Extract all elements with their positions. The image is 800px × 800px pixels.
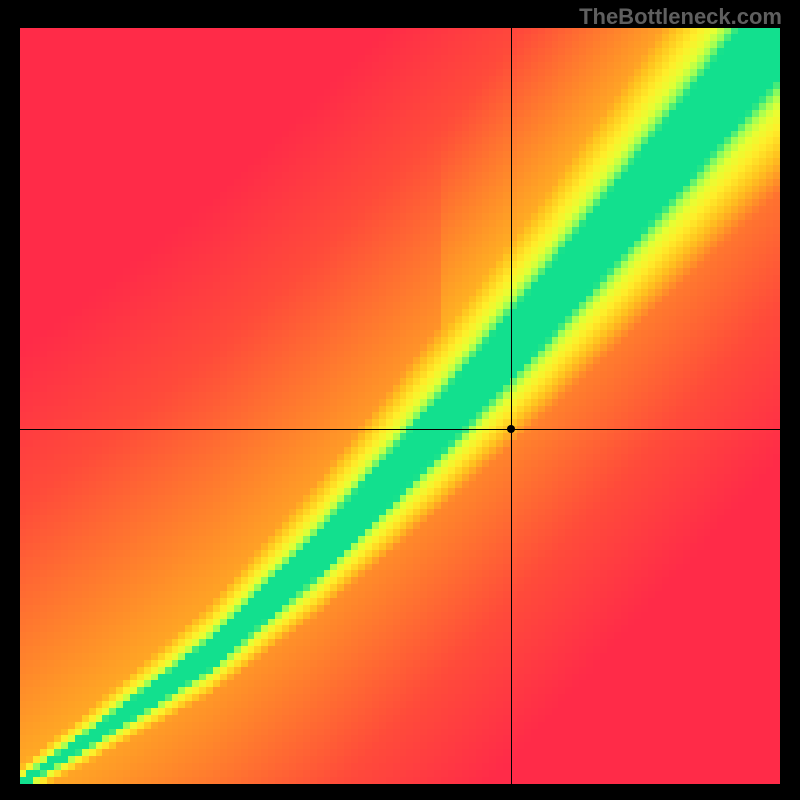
watermark-text: TheBottleneck.com xyxy=(579,4,782,30)
crosshair-marker xyxy=(507,425,515,433)
crosshair-horizontal xyxy=(20,429,780,430)
crosshair-vertical xyxy=(511,28,512,784)
heatmap-canvas xyxy=(20,28,780,784)
heatmap-plot xyxy=(20,28,780,784)
